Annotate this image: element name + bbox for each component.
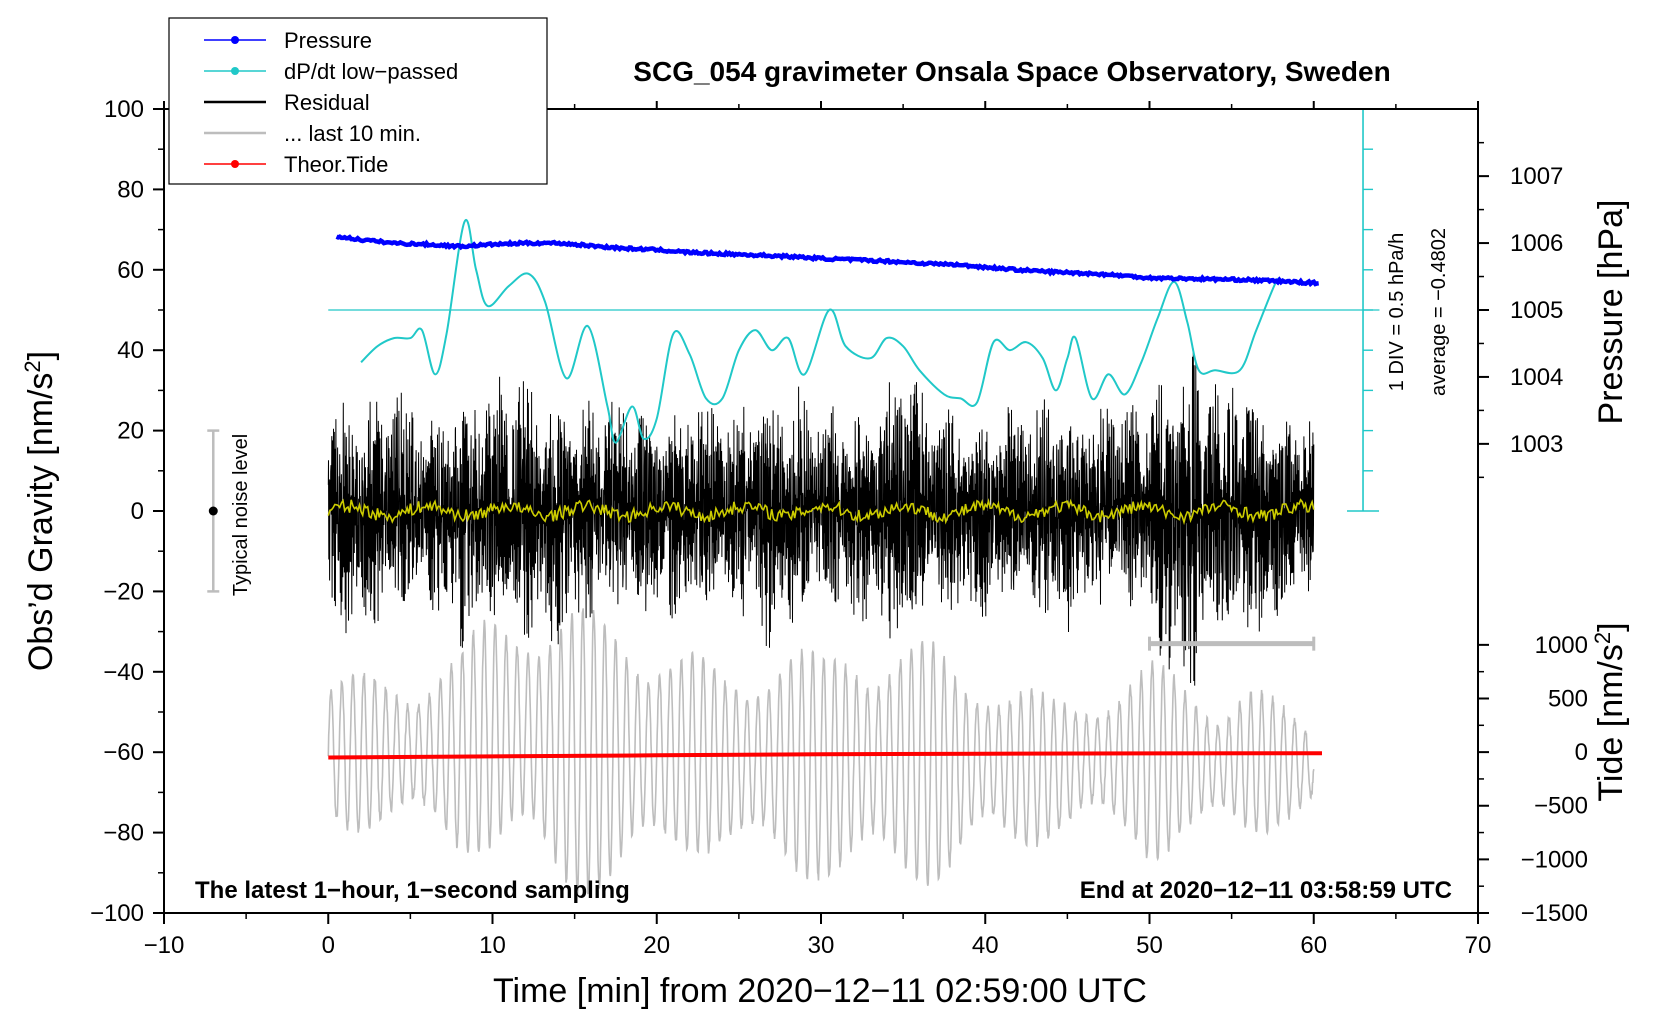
dpdt-average-label: average = −0.4802	[1428, 228, 1450, 396]
x-tick-label: 60	[1300, 932, 1327, 959]
legend: Pressure dP/dt low−passed Residual ... last…	[168, 17, 548, 185]
legend-label: dP/dt low−passed	[284, 59, 458, 84]
pressure-tick-label: 1007	[1510, 163, 1563, 190]
legend-swatch-dot	[231, 36, 239, 44]
tide-tick-label: −1000	[1521, 846, 1588, 873]
dpdt-series	[360, 218, 1282, 444]
legend-swatch-dot	[231, 67, 239, 75]
tide-series	[328, 751, 1323, 760]
legend-label: Pressure	[284, 28, 372, 53]
legend-label: ... last 10 min.	[284, 121, 421, 146]
y-tick-label: −20	[103, 578, 144, 605]
y-tick-label: 80	[117, 176, 144, 203]
noise-level-label: Typical noise level	[230, 434, 252, 596]
y-axis-tide-title: Tide [nm/s2]	[1590, 622, 1630, 801]
y-tick-label: 40	[117, 337, 144, 364]
dpdt-scale-label: 1 DIV = 0.5 hPa/h	[1386, 233, 1408, 391]
y-tick-label: −60	[103, 739, 144, 766]
tide-tick-label: 0	[1575, 739, 1588, 766]
sampling-note: The latest 1−hour, 1−second sampling	[195, 877, 630, 904]
residual-smoothed-series	[327, 497, 1315, 526]
pressure-series	[335, 234, 1319, 288]
y-axis-left: 100 80 60 40 20 0 −20 −40 −60 −80 −100	[90, 96, 164, 927]
legend-label: Residual	[284, 90, 370, 115]
noise-level-bar	[207, 429, 220, 593]
x-tick-label: 20	[643, 932, 670, 959]
tide-tick-label: 1000	[1535, 632, 1588, 659]
y-tick-label: −80	[103, 820, 144, 847]
y-axis-left-title: Obs’d Gravity [nm/s2]	[20, 351, 60, 671]
y-tick-label: 20	[117, 418, 144, 445]
x-axis: −10 0 10 20 30 40 50 60 70	[144, 101, 1492, 959]
residual-series	[327, 348, 1315, 686]
x-tick-label: −10	[144, 932, 185, 959]
ten-minute-bar	[1148, 636, 1316, 651]
pressure-tick-label: 1006	[1510, 230, 1563, 257]
x-tick-label: 70	[1465, 932, 1492, 959]
tide-tick-label: −500	[1534, 793, 1588, 820]
chart-title: SCG_054 gravimeter Onsala Space Observat…	[633, 56, 1390, 87]
legend-label: Theor.Tide	[284, 152, 388, 177]
end-time-note: End at 2020−12−11 03:58:59 UTC	[1080, 877, 1452, 904]
x-tick-label: 30	[808, 932, 835, 959]
x-tick-label: 40	[972, 932, 999, 959]
series-layer	[327, 218, 1380, 895]
tide-tick-label: −1500	[1521, 900, 1588, 927]
y-tick-label: 100	[104, 96, 144, 123]
tide-tick-label: 500	[1548, 685, 1588, 712]
x-axis-title: Time [min] from 2020−12−11 02:59:00 UTC	[493, 972, 1147, 1010]
y-tick-label: −100	[90, 900, 144, 927]
legend-swatch-dot	[231, 160, 239, 168]
y-axis-pressure: 1007 1006 1005 1004 1003	[1478, 141, 1563, 479]
y-tick-label: −40	[103, 659, 144, 686]
y-axis-pressure-title: Pressure [hPa]	[1592, 200, 1630, 425]
y-tick-label: 0	[131, 498, 144, 525]
last-10-min-series	[327, 608, 1315, 895]
y-tick-label: 60	[117, 257, 144, 284]
x-tick-label: 50	[1136, 932, 1163, 959]
x-tick-label: 10	[479, 932, 506, 959]
pressure-tick-label: 1005	[1510, 297, 1563, 324]
pressure-tick-label: 1003	[1510, 431, 1563, 458]
noise-bar-center-dot	[208, 506, 218, 516]
y-axis-tide: 1000 500 0 −500 −1000 −1500	[1478, 632, 1588, 927]
pressure-tick-label: 1004	[1510, 364, 1563, 391]
x-tick-label: 0	[322, 932, 335, 959]
